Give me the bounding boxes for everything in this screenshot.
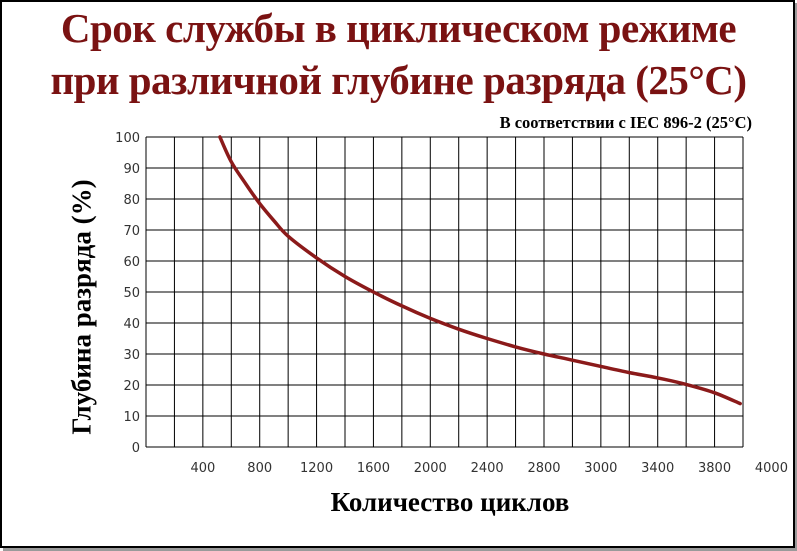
chart-title: Срок службы в циклическом режиме [60,5,737,51]
y-tick-label: 30 [123,348,140,363]
y-axis-label: Глубина разряда (%) [66,179,97,435]
y-tick-label: 0 [132,441,140,456]
x-tick-label: 2800 [527,461,560,476]
y-tick-label: 40 [123,317,140,332]
x-tick-label: 1600 [357,461,390,476]
chart-subtitle: В соответствии с IEC 896-2 (25°C) [499,113,752,132]
x-tick-label: 3800 [698,461,731,476]
x-tick-label: 3400 [641,461,674,476]
x-tick-label: 2400 [471,461,504,476]
y-tick-label: 20 [123,379,140,394]
x-axis-label: Количество циклов [330,487,570,517]
x-tick-label: 1200 [300,461,333,476]
y-tick-label: 10 [123,410,140,425]
y-tick-label: 100 [115,131,140,146]
y-tick-label: 70 [123,224,140,239]
cycle-life-curve [218,135,742,406]
x-tick-label: 4000 [755,461,788,476]
x-tick-label: 800 [247,461,272,476]
y-tick-label: 80 [123,193,140,208]
y-tick-label: 90 [123,162,140,177]
x-tick-label: 400 [190,461,215,476]
y-tick-label: 50 [123,286,140,301]
chart-title-line-2: при различной глубине разряда (25°C) [50,57,747,103]
y-tick-label: 60 [123,255,140,270]
x-tick-label: 3000 [584,461,617,476]
x-tick-label: 2000 [414,461,447,476]
